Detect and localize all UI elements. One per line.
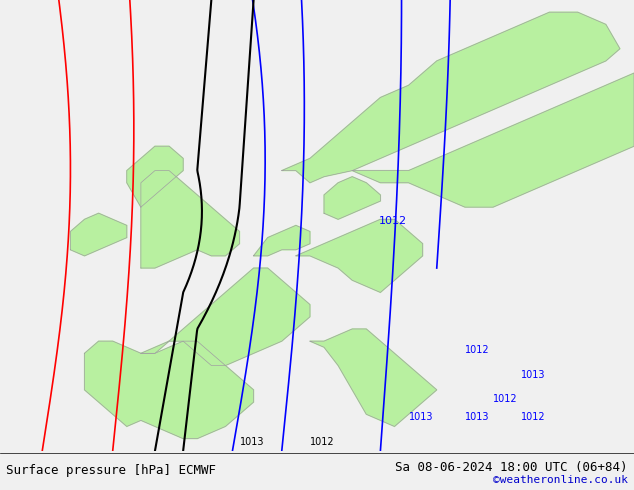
Polygon shape (254, 225, 310, 256)
Text: 1012: 1012 (310, 437, 335, 447)
Text: 1013: 1013 (521, 369, 546, 380)
Polygon shape (281, 12, 620, 183)
Text: 1013: 1013 (465, 413, 489, 422)
Polygon shape (141, 171, 240, 268)
Text: 1012: 1012 (521, 413, 546, 422)
Polygon shape (70, 213, 127, 256)
Text: ©weatheronline.co.uk: ©weatheronline.co.uk (493, 475, 628, 485)
Polygon shape (310, 329, 437, 426)
Polygon shape (353, 73, 634, 207)
Polygon shape (127, 146, 183, 207)
Polygon shape (296, 220, 423, 293)
Text: 1012: 1012 (379, 216, 407, 226)
Text: 1013: 1013 (240, 437, 264, 447)
Polygon shape (141, 268, 310, 366)
Text: 1012: 1012 (465, 345, 489, 355)
Text: Surface pressure [hPa] ECMWF: Surface pressure [hPa] ECMWF (6, 464, 216, 477)
Polygon shape (324, 177, 380, 220)
Text: Sa 08-06-2024 18:00 UTC (06+84): Sa 08-06-2024 18:00 UTC (06+84) (395, 462, 628, 474)
Polygon shape (84, 341, 254, 439)
Text: 1013: 1013 (408, 413, 433, 422)
Text: 1012: 1012 (493, 394, 518, 404)
